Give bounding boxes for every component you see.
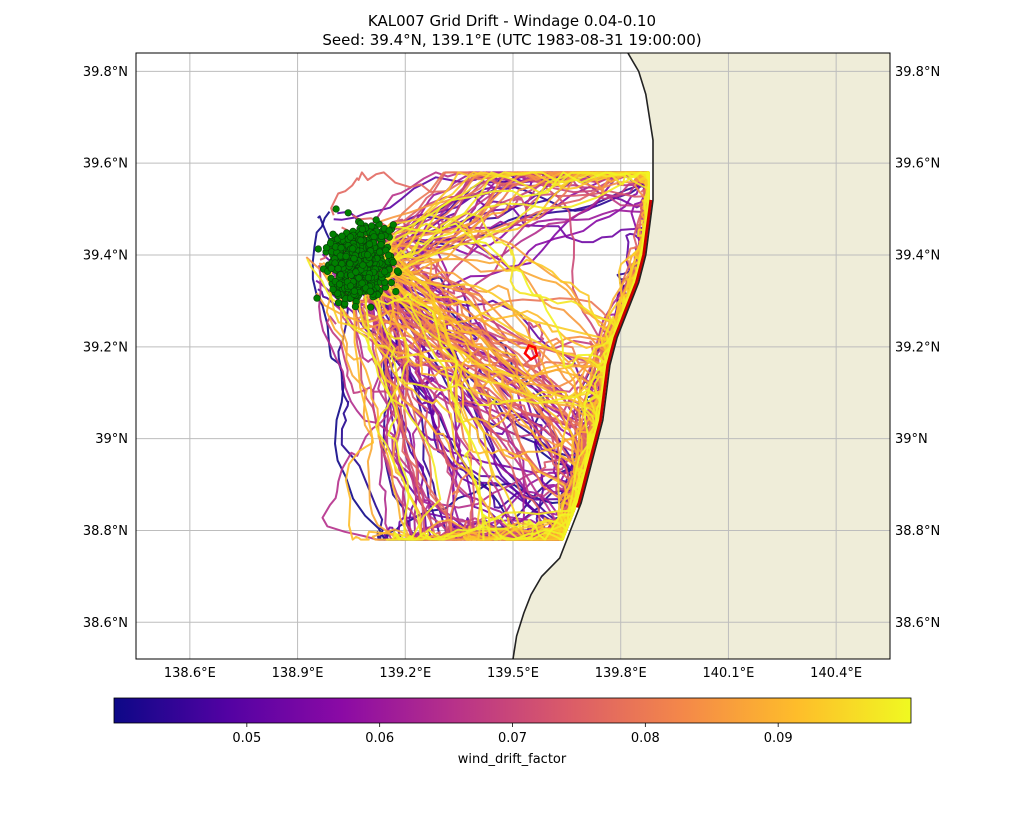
map-plot-area [136, 53, 890, 659]
lon-tick-label: 138.6°E [164, 666, 216, 681]
seed-particle [358, 279, 366, 287]
coastline [512, 53, 654, 659]
seed-particle [332, 205, 340, 213]
seed-particle [347, 282, 355, 290]
seed-particle [359, 261, 367, 269]
seed-particle [393, 267, 402, 275]
seed-particle [346, 260, 354, 268]
lat-tick-label-right: 39.2°N [895, 340, 940, 355]
lat-tick-label-right: 39.8°N [895, 65, 940, 80]
seed-particle [368, 222, 376, 230]
lat-tick-label-left: 39°N [95, 432, 128, 447]
seed-particle [387, 279, 396, 287]
stranded-particles-coast [575, 199, 653, 509]
seed-particle [322, 244, 331, 252]
lon-tick-label: 140.1°E [702, 666, 754, 681]
lat-tick-label-left: 38.6°N [83, 616, 128, 631]
longitude-tick-labels: 138.6°E 138.9°E 139.2°E 139.5°E 139.8°E 140.1… [164, 666, 862, 681]
seed-particles [313, 205, 403, 311]
seed-particle [344, 209, 352, 217]
seed-particle [364, 274, 373, 282]
seed-particle [366, 287, 374, 296]
lon-tick-label: 139.8°E [595, 666, 647, 681]
lat-tick-label-right: 38.8°N [895, 524, 940, 539]
seed-particle [389, 221, 397, 229]
lat-tick-label-left: 39.6°N [83, 157, 128, 172]
lat-tick-label-right: 39°N [895, 432, 928, 447]
seed-particle [389, 258, 397, 267]
seed-particle [372, 216, 380, 224]
seed-particle [392, 288, 400, 296]
seed-particle [338, 232, 346, 240]
seed-particle [363, 251, 372, 259]
colorbar-ticks: 0.05 0.06 0.07 0.08 0.09 [232, 723, 793, 746]
seed-particle [326, 239, 335, 247]
colorbar: 0.05 0.06 0.07 0.08 0.09 wind_drift_factor [113, 697, 912, 767]
land-area [513, 53, 890, 659]
seed-particle [357, 236, 365, 244]
colorbar-tick-label: 0.09 [764, 731, 793, 746]
seed-particle [342, 252, 350, 260]
seed-particle [376, 248, 384, 256]
release-marker [523, 343, 539, 362]
colorbar-tick-label: 0.07 [498, 731, 527, 746]
seed-particle [377, 241, 385, 249]
trajectory-line [376, 293, 583, 541]
seed-particle [352, 268, 360, 276]
lon-tick-label: 139.5°E [487, 666, 539, 681]
seed-particle [351, 303, 360, 311]
colorbar-label: wind_drift_factor [458, 752, 567, 767]
release-marker-outline [523, 343, 539, 362]
lat-tick-label-left: 38.8°N [83, 524, 128, 539]
seed-particle [333, 289, 342, 298]
seed-particle [385, 227, 393, 235]
seed-particle [337, 244, 345, 252]
seed-particle [365, 240, 374, 248]
seed-particle [338, 260, 346, 268]
seed-particle [367, 303, 375, 311]
seed-particle [336, 280, 344, 288]
colorbar-gradient [113, 697, 912, 724]
lat-tick-label-left: 39.2°N [83, 340, 128, 355]
latitude-tick-labels-right: 38.6°N 38.8°N 39°N 39.2°N 39.4°N 39.6°N 39.8°N [895, 65, 940, 631]
seed-particle [346, 233, 355, 241]
lon-tick-label: 139.2°E [379, 666, 431, 681]
seed-particle [358, 225, 367, 233]
chart-title-line1: KAL007 Grid Drift - Windage 0.04-0.10 [368, 12, 656, 30]
latitude-tick-labels-left: 38.6°N 38.8°N 39°N 39.2°N 39.4°N 39.6°N 39.8°N [83, 65, 128, 631]
seed-particle [377, 232, 386, 240]
lon-tick-label: 138.9°E [272, 666, 324, 681]
seed-particle [355, 274, 363, 282]
seed-particle [370, 233, 378, 241]
seed-particle [314, 245, 322, 253]
map-frame [135, 52, 891, 660]
seed-particle [313, 294, 321, 302]
lat-tick-label-left: 39.8°N [83, 65, 128, 80]
colorbar-tick-label: 0.05 [232, 731, 261, 746]
seed-particle [350, 254, 358, 263]
seed-particle [350, 287, 359, 295]
lat-tick-label-right: 39.6°N [895, 157, 940, 172]
seed-particle [327, 264, 336, 273]
seed-particle [349, 245, 357, 253]
seed-particle [329, 230, 337, 238]
chart-title-line2: Seed: 39.4°N, 139.1°E (UTC 1983-08-31 19… [322, 31, 701, 49]
seed-particle [385, 251, 393, 259]
lat-tick-label-right: 39.4°N [895, 249, 940, 264]
seed-particle [381, 268, 389, 276]
colorbar-tick-label: 0.06 [365, 731, 394, 746]
colorbar-tick-label: 0.08 [631, 731, 660, 746]
lat-tick-label-right: 38.6°N [895, 616, 940, 631]
seed-particle [329, 285, 337, 294]
lat-tick-label-left: 39.4°N [83, 249, 128, 264]
seed-particle [334, 265, 342, 273]
trajectory-line [368, 171, 650, 494]
drift-trajectories [305, 171, 650, 541]
seed-particle [337, 271, 345, 279]
lon-tick-label: 140.4°E [810, 666, 862, 681]
